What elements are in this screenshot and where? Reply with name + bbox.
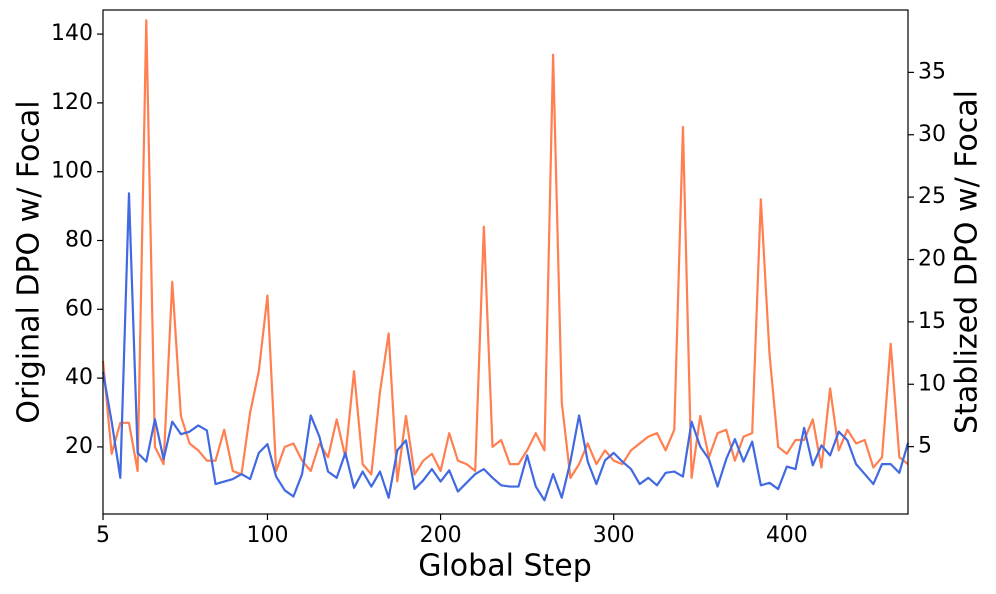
x-tick-label: 100 <box>246 523 288 548</box>
y2-tick-label: 10 <box>918 371 946 396</box>
y-tick-label: 140 <box>51 21 93 46</box>
x-tick-label: 5 <box>96 523 110 548</box>
x-tick-label: 400 <box>766 523 808 548</box>
y2-tick-label: 30 <box>918 122 946 147</box>
line-series <box>101 192 910 502</box>
y-tick-label: 120 <box>51 90 93 115</box>
y-tick-label: 20 <box>65 434 93 459</box>
x-tick-label: 200 <box>420 523 462 548</box>
y-tick-label: 80 <box>65 227 93 252</box>
y2-tick-label: 15 <box>918 309 946 334</box>
y-tick-label: 100 <box>51 159 93 184</box>
y-axis-label: Original DPO w/ Focal <box>12 100 47 423</box>
y-tick-label: 40 <box>65 365 93 390</box>
x-axis-label: Global Step <box>418 549 592 584</box>
y2-tick-label: 20 <box>918 247 946 272</box>
line-series <box>101 19 909 483</box>
x-tick-label: 300 <box>593 523 635 548</box>
y2-tick-label: 25 <box>918 184 946 209</box>
y2-tick-label: 5 <box>918 434 932 459</box>
y2-axis-label: Stablized DPO w/ Focal <box>950 90 985 434</box>
plot-frame <box>102 9 909 515</box>
y2-tick-label: 35 <box>918 59 946 84</box>
y-tick-label: 60 <box>65 296 93 321</box>
